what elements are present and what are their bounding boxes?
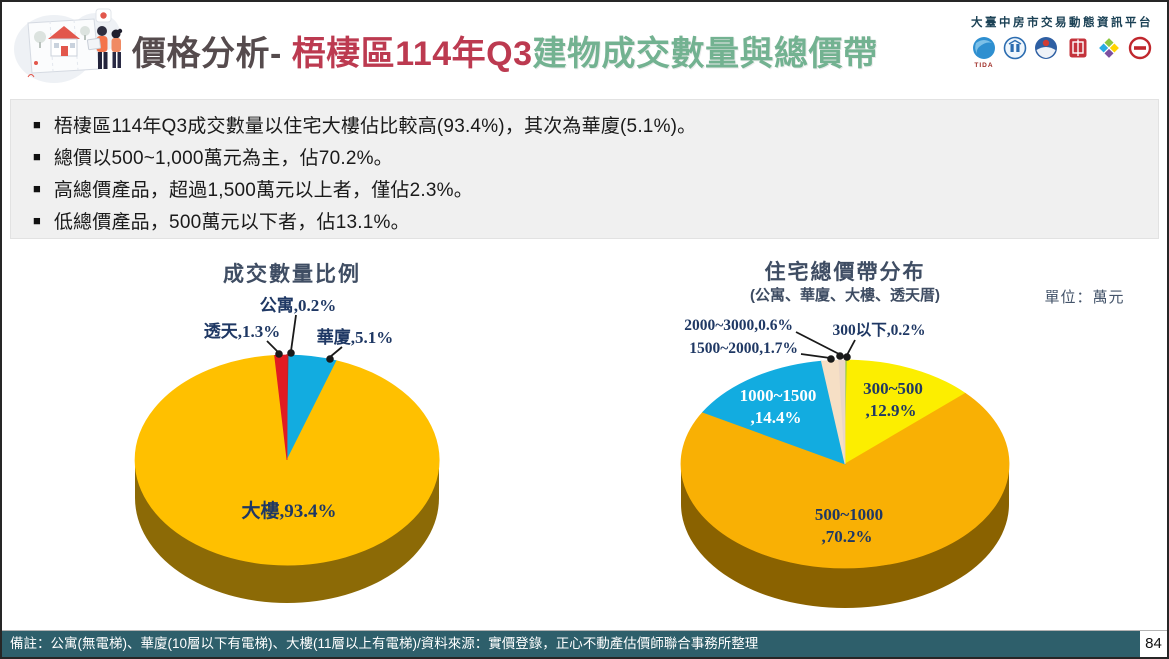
bullet-item: ■ 梧棲區114年Q3成交數量以住宅大樓佔比較高(93.4%)，其次為華廈(5.1… [33,108,1138,140]
callout-line [795,331,840,355]
page-title: 價格分析- 梧棲區114年Q3建物成交數量與總價帶 [132,26,878,75]
page-title-prefix: 價格分析- [132,35,292,73]
bullet-item: ■ 總價以500~1,000萬元為主，佔70.2%。 [33,140,1138,172]
callout-dot [287,349,295,357]
bullet-item: ■ 低總價產品，500萬元以下者，佔13.1%。 [33,204,1138,236]
bullet-square-icon: ■ [33,148,41,164]
association-logo-3 [1065,35,1091,61]
bullet-text: 高總價產品，超過1,500萬元以上者，僅佔2.3%。 [53,179,473,201]
left-chart-title: 成交數量比例 [223,263,361,286]
footer: 備註：公寓(無電梯)、華廈(10層以下有電梯)、大樓(11層以上有電梯)/資料來… [2,630,1167,657]
pie-slice-300~500[interactable] [844,359,967,465]
house-plan-illustration [14,8,123,83]
header: 價格分析- 梧棲區114年Q3建物成交數量與總價帶 大臺中房市交易動態資訊平台 … [2,2,1167,94]
red-ring-icon [1128,36,1152,60]
pie-slice-500~1000[interactable] [680,392,1010,569]
pie-inside-label: 300~500 [863,379,923,398]
pie-inside-label-pct: ,14.4% [751,408,802,427]
bullet-item: ■ 高總價產品，超過1,500萬元以上者，僅佔2.3%。 [33,172,1138,204]
right-chart-subtitle: (公寓、華廈、大樓、透天厝) [750,287,940,304]
building-badge-icon [1003,36,1027,60]
bullet-square-icon: ■ [33,212,41,228]
platform-name: 大臺中房市交易動態資訊平台 [971,17,1153,29]
globe-icon [973,37,995,59]
pie-callout-label: 1500~2000,1.7% [689,340,798,357]
right-chart-title: 住宅總價帶分布 [764,261,926,284]
callout-line [800,353,831,359]
bullet-square-icon: ■ [33,116,41,132]
pie-callout-label: 透天,1.3% [204,321,281,341]
summary-bullets-list: ■ 梧棲區114年Q3成交數量以住宅大樓佔比較高(93.4%)，其次為華廈(5.1… [33,108,1138,236]
callout-line [266,340,279,353]
callout-dot [326,355,334,363]
red-stamp-icon [1069,38,1087,58]
association-logo-2 [1033,35,1059,61]
pie-inside-label: 1000~1500 [740,386,817,405]
association-logo-4 [1096,35,1122,61]
pie-inside-label-pct: ,70.2% [822,527,873,546]
page-number: 84 [1140,631,1167,657]
bullet-text: 低總價產品，500萬元以下者，佔13.1%。 [53,211,410,233]
callout-line [846,339,856,356]
bullet-text: 梧棲區114年Q3成交數量以住宅大樓佔比較高(93.4%)，其次為華廈(5.1%… [53,115,697,137]
callout-dot [836,352,844,360]
pie-side [681,464,1009,608]
pie-slice-1000~1500[interactable] [702,360,846,465]
pie-callout-label: 公寓,0.2% [260,295,337,315]
callout-dot [275,350,283,358]
logo-row: TIDA [971,35,1153,69]
association-logo-1 [1002,35,1028,61]
bullet-text: 總價以500~1,000萬元為主，佔70.2%。 [53,147,393,169]
seal-badge-icon [1035,37,1058,59]
footer-note: 備註：公寓(無電梯)、華廈(10層以下有電梯)、大樓(11層以上有電梯)/資料來… [2,631,1140,657]
callout-line [290,314,297,352]
pie-callout-label: 華廈,5.1% [317,327,394,347]
tida-caption: TIDA [974,62,994,69]
pie-slice-大樓[interactable] [134,354,440,566]
page-title-suffix: 建物成交數量與總價帶 [532,35,878,73]
page-title-region: 梧棲區114年Q3 [291,35,533,73]
callout-line [329,346,343,358]
bullet-square-icon: ■ [33,180,41,196]
diamond-icon [1098,38,1119,58]
callout-dot [827,355,835,363]
summary-panel: ■ 梧棲區114年Q3成交數量以住宅大樓佔比較高(93.4%)，其次為華廈(5.1… [10,99,1159,239]
pie-inside-label: 500~1000 [815,505,883,524]
pie-side [135,460,439,603]
pie-inside-label: 大樓,93.4% [241,499,336,522]
pie-callout-label: 2000~3000,0.6% [684,317,793,334]
tida-logo: TIDA [971,35,997,69]
callout-dot [843,353,851,361]
pie-callout-label: 300以下,0.2% [832,321,925,339]
platform-banner: 大臺中房市交易動態資訊平台 TIDA [971,14,1153,69]
pie-inside-label-pct: ,12.9% [866,401,917,420]
association-logo-5 [1127,35,1153,61]
unit-label: 單位：萬元 [1044,289,1125,306]
